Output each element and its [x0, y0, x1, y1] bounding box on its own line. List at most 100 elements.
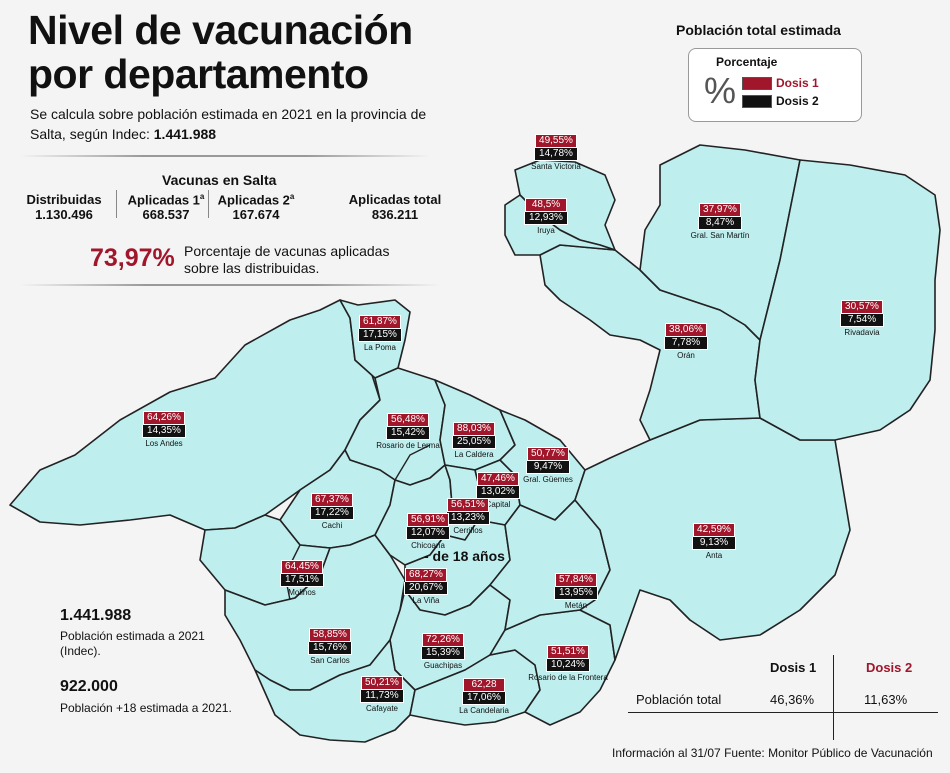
- department-label: 30,57% 7,54% Rivadavia: [822, 296, 902, 338]
- department-label: 61,87% 17,15% La Poma: [340, 311, 420, 353]
- dosis2-value: 13,95%: [554, 587, 598, 600]
- department-name: Capital: [485, 500, 511, 509]
- dosis1-value: 68,27%: [405, 568, 447, 582]
- dosis1-swatch: [742, 77, 772, 90]
- aplicadas1-label-wrap: Aplicadas 1a: [124, 192, 208, 207]
- dosis1-value: 56,91%: [407, 513, 449, 527]
- department-label: 67,37% 17,22% Cachi: [292, 489, 372, 531]
- dosis2-value: 13,02%: [476, 486, 520, 499]
- divider-top: [20, 155, 430, 157]
- dosis2-value: 25,05%: [452, 436, 496, 449]
- table-vline: [833, 655, 834, 740]
- department-label: 49,55% 14,78% Santa Victoria: [516, 130, 596, 172]
- dosis2-value: 8,47%: [698, 217, 742, 230]
- department-name: Rosario de la Frontera: [528, 673, 608, 682]
- dosis1-value: 42,59%: [693, 523, 735, 537]
- department-name: Rosario de Lerma: [376, 441, 440, 450]
- department-name: Gral. Güemes: [523, 475, 573, 484]
- department-label: 58,85% 15,76% San Carlos: [290, 624, 370, 666]
- dosis2-value: 17,06%: [462, 692, 506, 705]
- stat-distribuidas: Distribuidas 1.130.496: [24, 192, 104, 222]
- dosis1-value: 64,26%: [143, 411, 185, 425]
- poblacion-total-value: 1.441.988: [60, 607, 132, 624]
- dosis1-value: 88,03%: [453, 422, 495, 436]
- department-label: 56,48% 15,42% Rosario de Lerma: [368, 409, 448, 451]
- department-label: 50,21% 11,73% Cafayate: [342, 672, 422, 714]
- dosis2-value: 17,15%: [358, 329, 402, 342]
- dosis1-value: 47,46%: [477, 472, 519, 486]
- department-name: Cafayate: [365, 704, 399, 713]
- dosis1-value: 56,48%: [387, 413, 429, 427]
- subtitle-total: 1.441.988: [153, 126, 217, 142]
- dosis1-value: 62,28: [463, 678, 505, 692]
- dosis2-value: 11,73%: [360, 690, 404, 703]
- department-name: Chicoana: [411, 541, 445, 550]
- vacunas-title: Vacunas en Salta: [162, 172, 277, 188]
- dosis2-value: 20,67%: [404, 582, 448, 595]
- legend-dosis1: Dosis 1: [776, 76, 819, 90]
- department-label: 51,51% 10,24% Rosario de la Frontera: [528, 641, 608, 683]
- dosis2-value: 15,76%: [308, 642, 352, 655]
- department-name: La Candelaria: [459, 706, 509, 715]
- page-title: Nivel de vacunación por departamento: [28, 7, 413, 97]
- table-row-label: Población total: [636, 692, 722, 707]
- department-label: 37,97% 8,47% Gral. San Martín: [680, 199, 760, 241]
- dosis1-value: 38,06%: [665, 323, 707, 337]
- department-name: Los Andes: [145, 439, 183, 448]
- menor-18-label: - de 18 años: [424, 548, 505, 564]
- department-name: Anta: [705, 551, 723, 560]
- aplicadas1-sup: a: [199, 192, 205, 201]
- gral-san-martin-region: [639, 144, 801, 341]
- subtitle: Se calcula sobre población estimada en 2…: [30, 104, 440, 144]
- department-label: 42,59% 9,13% Anta: [674, 519, 754, 561]
- dosis2-value: 10,24%: [546, 659, 590, 672]
- table-hline: [628, 712, 938, 713]
- dosis2-value: 7,54%: [840, 314, 884, 327]
- distribuidas-label: Distribuidas: [26, 192, 102, 207]
- department-name: Santa Victoria: [531, 162, 581, 171]
- percent-icon: %: [704, 70, 737, 111]
- department-name: La Poma: [363, 343, 397, 352]
- dosis2-value: 15,39%: [421, 647, 465, 660]
- table-col-dosis2: Dosis 2: [866, 660, 913, 675]
- poblacion-mayores-value: 922.000: [60, 678, 118, 695]
- dosis1-value: 48,5%: [525, 198, 567, 212]
- department-name: Gral. San Martín: [690, 231, 750, 240]
- dosis2-value: 14,35%: [142, 425, 186, 438]
- dosis1-value: 50,77%: [527, 447, 569, 461]
- department-name: Molinos: [288, 588, 316, 597]
- dosis2-value: 17,51%: [280, 574, 324, 587]
- porcentaje-value: 73,97%: [90, 244, 175, 272]
- aplicadas2-sup: a: [289, 192, 295, 201]
- stat-aplicadas2: Aplicadas 2a 167.674: [214, 192, 298, 222]
- dosis2-value: 12,93%: [524, 212, 568, 225]
- divider-bottom: [20, 284, 440, 286]
- dosis1-value: 56,51%: [447, 498, 489, 512]
- department-name: Iruya: [537, 226, 555, 235]
- dosis1-value: 64,45%: [281, 560, 323, 574]
- dosis2-value: 9,13%: [692, 537, 736, 550]
- department-label: 47,46% 13,02% Capital: [458, 468, 538, 510]
- department-label: 48,5% 12,93% Iruya: [506, 194, 586, 236]
- stat-separator: [208, 190, 209, 218]
- aplicadas2-label: Aplicadas 2: [217, 192, 290, 208]
- department-label: 64,45% 17,51% Molinos: [262, 556, 342, 598]
- stat-aplicadas-total: Aplicadas total 836.211: [340, 192, 450, 222]
- department-name: Cerrillos: [453, 526, 483, 535]
- dosis1-value: 58,85%: [309, 628, 351, 642]
- porcentaje-text: Porcentaje de vacunas aplicadas sobre la…: [184, 243, 390, 276]
- department-label: 68,27% 20,67% La Viña: [386, 564, 466, 606]
- dosis1-value: 61,87%: [359, 315, 401, 329]
- table-col-dosis1: Dosis 1: [770, 660, 817, 675]
- department-name: Metán: [564, 601, 588, 610]
- department-name: La Viña: [412, 596, 440, 605]
- department-name: Cachi: [321, 521, 343, 530]
- aplicadas1-value: 668.537: [142, 207, 190, 223]
- department-name: Rivadavia: [844, 328, 880, 337]
- aplicadas1-label: Aplicadas 1: [127, 192, 200, 208]
- department-label: 72,26% 15,39% Guachipas: [403, 629, 483, 671]
- dosis2-value: 17,22%: [310, 507, 354, 520]
- dosis1-value: 57,84%: [555, 573, 597, 587]
- department-label: 88,03% 25,05% La Caldera: [434, 418, 514, 460]
- department-label: 64,26% 14,35% Los Andes: [124, 407, 204, 449]
